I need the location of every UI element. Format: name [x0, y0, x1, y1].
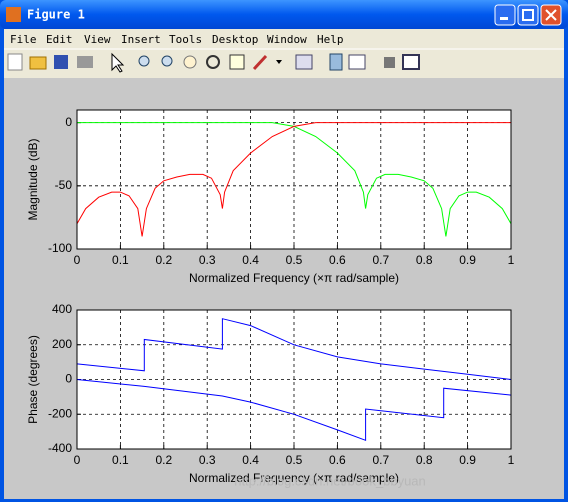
x-tick-label: 0.2 [155, 253, 172, 267]
y-tick-label: 400 [52, 302, 72, 316]
x-tick-label: 0.1 [112, 253, 129, 267]
minimize-button[interactable] [494, 4, 516, 26]
plots: 0 0.1 0.2 0.3 0.4 0.5 0.6 0.7 0.8 0.9 1 -100 -50 0 Nor… [26, 109, 515, 485]
link-icon[interactable] [295, 54, 313, 70]
new-icon[interactable] [7, 53, 23, 71]
menu-item[interactable]: Desktop [212, 33, 258, 46]
y-tick-label: -400 [48, 441, 72, 455]
x-tick-label: 0.5 [286, 453, 303, 467]
x-tick-label: 0.4 [242, 253, 259, 267]
y-axis-label: Magnitude (dB) [26, 138, 40, 220]
save-icon[interactable] [54, 55, 68, 69]
menu-item[interactable]: File [10, 33, 37, 46]
x-tick-label: 0.2 [155, 453, 172, 467]
x-tick-label: 0.9 [459, 253, 476, 267]
y-tick-label: -100 [48, 241, 72, 255]
brush-menu-arrow[interactable] [276, 60, 282, 64]
brush-icon[interactable] [252, 54, 268, 71]
x-axis-label: Normalized Frequency (×π rad/sample) [189, 271, 399, 285]
zoom-in-icon[interactable] [138, 55, 150, 67]
menu-item[interactable]: Insert [121, 33, 161, 46]
y-tick-label: -50 [55, 178, 73, 192]
print-icon[interactable] [77, 56, 93, 68]
series-line [76, 318, 512, 380]
x-tick-label: 0.7 [372, 253, 389, 267]
x-tick-label: 0.1 [112, 453, 129, 467]
title-bar [0, 0, 568, 29]
maximize-glyph [522, 9, 534, 21]
x-tick-label: 0 [74, 253, 81, 267]
app-icon [6, 7, 21, 22]
menu-item[interactable]: Edit [46, 33, 73, 46]
y-axis-label: Phase (degrees) [26, 335, 40, 424]
toolbar [7, 52, 420, 73]
x-tick-label: 0.3 [199, 453, 216, 467]
x-tick-label: 0.8 [416, 253, 433, 267]
x-tick-label: 0.9 [459, 453, 476, 467]
x-tick-label: 0.6 [329, 453, 346, 467]
axes-box [76, 109, 512, 250]
y-tick-label: 200 [52, 337, 72, 351]
x-tick-label: 0.7 [372, 453, 389, 467]
window-title: Figure 1 [27, 8, 85, 22]
y-tick-label: 0 [65, 115, 72, 129]
menu-item[interactable]: Help [317, 33, 344, 46]
zoom-out-icon[interactable] [161, 55, 173, 67]
legend-icon[interactable] [348, 54, 366, 70]
datacursor-icon[interactable] [229, 54, 245, 70]
y-tick-label: 0 [65, 372, 72, 386]
menu-bar: File Edit View Insert Tools Desktop Window Help [10, 33, 344, 46]
pointer-icon[interactable] [111, 52, 125, 73]
maximize-button[interactable] [517, 4, 539, 26]
menu-item[interactable]: View [84, 33, 111, 46]
x-tick-label: 0.3 [199, 253, 216, 267]
axes-box [76, 309, 512, 450]
minimize-glyph [500, 17, 508, 20]
x-tick-label: 1 [508, 253, 515, 267]
series-line [76, 122, 511, 237]
hide-tools-icon[interactable] [384, 57, 395, 68]
menu-item[interactable]: Window [267, 33, 307, 46]
y-tick-label: -200 [48, 406, 72, 420]
x-tick-label: 0.5 [286, 253, 303, 267]
x-tick-label: 0.8 [416, 453, 433, 467]
menu-item[interactable]: Tools [169, 33, 202, 46]
series-line [76, 379, 512, 442]
x-tick-label: 0.6 [329, 253, 346, 267]
watermark: http://blog.csdn.net/book_bbyuan [234, 473, 426, 488]
x-tick-label: 1 [508, 453, 515, 467]
x-tick-label: 0.4 [242, 453, 259, 467]
pan-icon[interactable] [183, 55, 197, 69]
colorbar-icon[interactable] [329, 53, 343, 71]
close-glyph [545, 9, 557, 21]
open-icon[interactable] [29, 56, 47, 70]
x-axis-label: Normalized Frequency (×π rad/sample) [189, 471, 399, 485]
rotate-icon[interactable] [206, 55, 220, 69]
x-tick-label: 0 [74, 453, 81, 467]
show-tools-icon[interactable] [402, 54, 420, 70]
